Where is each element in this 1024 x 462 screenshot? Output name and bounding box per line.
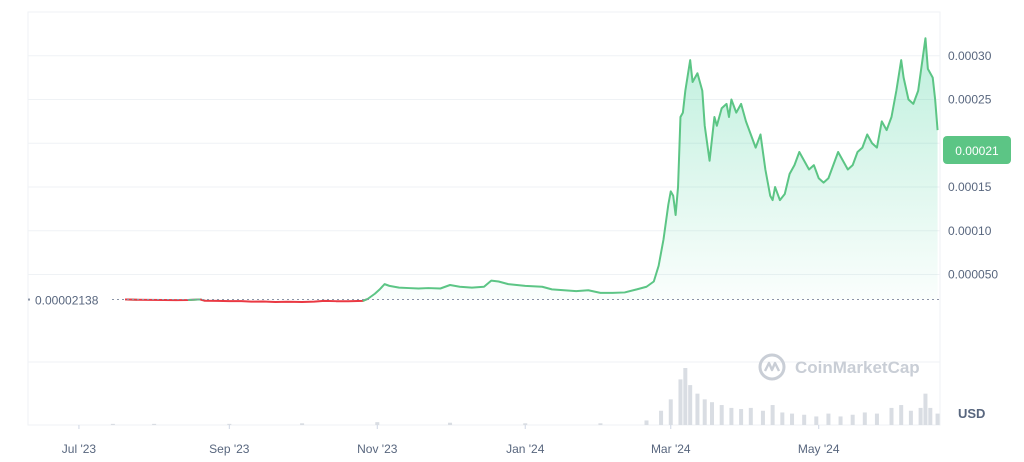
reference-price-label: 0.00002138: [35, 294, 99, 308]
coinmarketcap-icon-mark: [763, 361, 781, 372]
y-tick-label: 0.00010: [948, 224, 992, 238]
volume-bar: [760, 410, 765, 425]
currency-label: USD: [958, 406, 985, 421]
volume-bar: [814, 416, 819, 425]
volume-bar: [802, 414, 807, 425]
x-tick-label: Jul '23: [62, 442, 97, 456]
volume-bar: [678, 379, 683, 425]
volume-bar: [899, 405, 904, 425]
volume-bar: [152, 423, 157, 425]
volume-bar: [683, 368, 688, 425]
price-area: [367, 38, 938, 300]
volume-bar: [850, 414, 855, 425]
x-tick-label: May '24: [798, 442, 840, 456]
volume-bar: [659, 410, 664, 425]
y-axis: 0.0000500.000100.000150.000200.000250.00…: [948, 49, 998, 282]
x-tick-label: Mar '24: [651, 442, 691, 456]
volume-bar: [862, 412, 867, 425]
price-line-above-reference: [362, 37, 939, 302]
volume-bar: [928, 407, 933, 425]
volume-bar: [110, 423, 115, 425]
volume-layer: [110, 368, 940, 425]
y-tick-label: 0.000050: [948, 268, 998, 282]
y-tick-label: 0.00030: [948, 49, 992, 63]
volume-bar: [748, 407, 753, 425]
volume-bar: [523, 423, 528, 425]
x-tick-label: Sep '23: [209, 442, 250, 456]
volume-bar: [826, 413, 831, 425]
volume-bar: [935, 413, 940, 425]
area-layer: [367, 38, 938, 300]
volume-bar: [448, 422, 453, 425]
volume-bar: [770, 405, 775, 425]
volume-bar: [668, 399, 673, 425]
volume-bar: [889, 407, 894, 425]
volume-bar: [719, 405, 724, 425]
coinmarketcap-icon: [758, 353, 786, 381]
current-price-badge-bg: [943, 136, 1011, 164]
volume-bar: [695, 393, 700, 425]
y-tick-label: 0.00025: [948, 93, 992, 107]
volume-bar: [644, 420, 649, 425]
volume-bar: [702, 399, 707, 425]
current-price-label: 0.00021: [955, 144, 999, 158]
volume-bar: [598, 423, 603, 425]
volume-bar: [838, 416, 843, 425]
watermark-logo: CoinMarketCap: [758, 353, 920, 381]
volume-bar: [227, 423, 232, 425]
volume-bar: [375, 422, 380, 425]
volume-bar: [923, 393, 928, 425]
volume-bar: [739, 409, 744, 425]
volume-bar: [729, 407, 734, 425]
current-price-badge: 0.00021: [943, 136, 1011, 164]
watermark-text: CoinMarketCap: [795, 358, 920, 377]
volume-bar: [710, 402, 714, 425]
y-tick-label: 0.00015: [948, 180, 992, 194]
volume-bar: [300, 423, 305, 425]
volume-bar: [780, 412, 785, 425]
x-axis: Jul '23 Sep '23 Nov '23 Jan '24 Mar '24 May '…: [62, 425, 840, 456]
volume-bar: [918, 407, 923, 425]
volume-bar: [790, 413, 795, 425]
volume-bar: [874, 413, 879, 425]
price-line-below-reference: [199, 298, 368, 303]
volume-bar: [908, 410, 913, 425]
reference-layer: 0.00002138: [28, 294, 940, 308]
x-tick-label: Nov '23: [357, 442, 398, 456]
x-tick-label: Jan '24: [506, 442, 545, 456]
volume-bar: [688, 385, 693, 425]
